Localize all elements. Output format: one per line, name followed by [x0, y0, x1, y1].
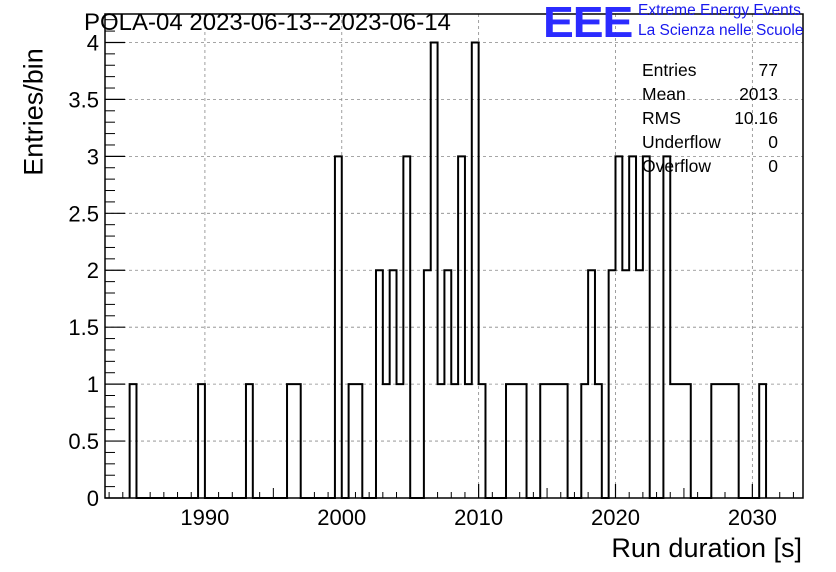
stat-row-overflow: Overflow 0 [642, 154, 778, 178]
stat-row-underflow: Underflow 0 [642, 130, 778, 154]
axis-tick-labels: 1990 2000 2010 2020 2030 0 0.5 1 1.5 2 2.5 3 3.5 4 [68, 30, 776, 530]
histogram-outline [128, 41, 768, 499]
y-tick-label: 2.5 [68, 201, 99, 226]
stat-label: Mean [642, 84, 686, 104]
y-tick-label: 3.5 [68, 87, 99, 112]
y-axis-label: Entries/bin [18, 48, 49, 176]
histogram-bin [349, 384, 363, 498]
stat-row-entries: Entries 77 [642, 58, 778, 82]
stat-value: 0 [768, 132, 778, 152]
y-tick-label: 0.5 [68, 429, 99, 454]
stat-label: Underflow [642, 132, 721, 152]
stats-box: Entries 77 Mean 2013 RMS 10.16 Underflow… [642, 58, 778, 178]
stat-row-mean: Mean 2013 [642, 82, 778, 106]
eee-logo: EEE Extreme Energy Events La Scienza nel… [543, 0, 833, 46]
eee-logo-mark: EEE [543, 0, 633, 47]
y-tick-label: 1.5 [68, 315, 99, 340]
stat-value: 2013 [739, 84, 778, 104]
x-tick-label: 1990 [180, 505, 229, 530]
plot-frame [104, 13, 804, 499]
stat-value: 77 [758, 60, 778, 80]
y-tick-label: 4 [87, 30, 99, 55]
eee-logo-line-1: Extreme Energy Events [638, 2, 801, 19]
stat-label: RMS [642, 108, 681, 128]
x-axis-label: Run duration [s] [611, 533, 802, 563]
x-tick-label: 2030 [728, 505, 777, 530]
chart-title: POLA-04 2023-06-13--2023-06-14 [84, 9, 451, 36]
stat-value: 0 [768, 156, 778, 176]
y-tick-label: 3 [87, 144, 99, 169]
stat-label: Overflow [642, 156, 712, 176]
y-tick-label: 0 [87, 486, 99, 511]
x-tick-label: 2000 [317, 505, 366, 530]
stat-row-rms: RMS 10.16 [642, 106, 778, 130]
x-tick-label: 2020 [591, 505, 640, 530]
stat-label: Entries [642, 60, 697, 80]
eee-logo-line-2: La Scienza nelle Scuole [638, 22, 804, 39]
y-tick-label: 1 [87, 372, 99, 397]
y-tick-label: 2 [87, 258, 99, 283]
x-tick-label: 2010 [454, 505, 503, 530]
stat-value: 10.16 [734, 108, 778, 128]
